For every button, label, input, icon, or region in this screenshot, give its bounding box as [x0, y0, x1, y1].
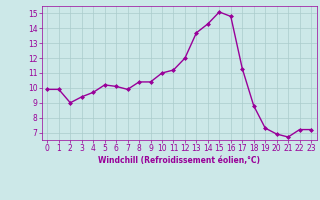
X-axis label: Windchill (Refroidissement éolien,°C): Windchill (Refroidissement éolien,°C)	[98, 156, 260, 165]
